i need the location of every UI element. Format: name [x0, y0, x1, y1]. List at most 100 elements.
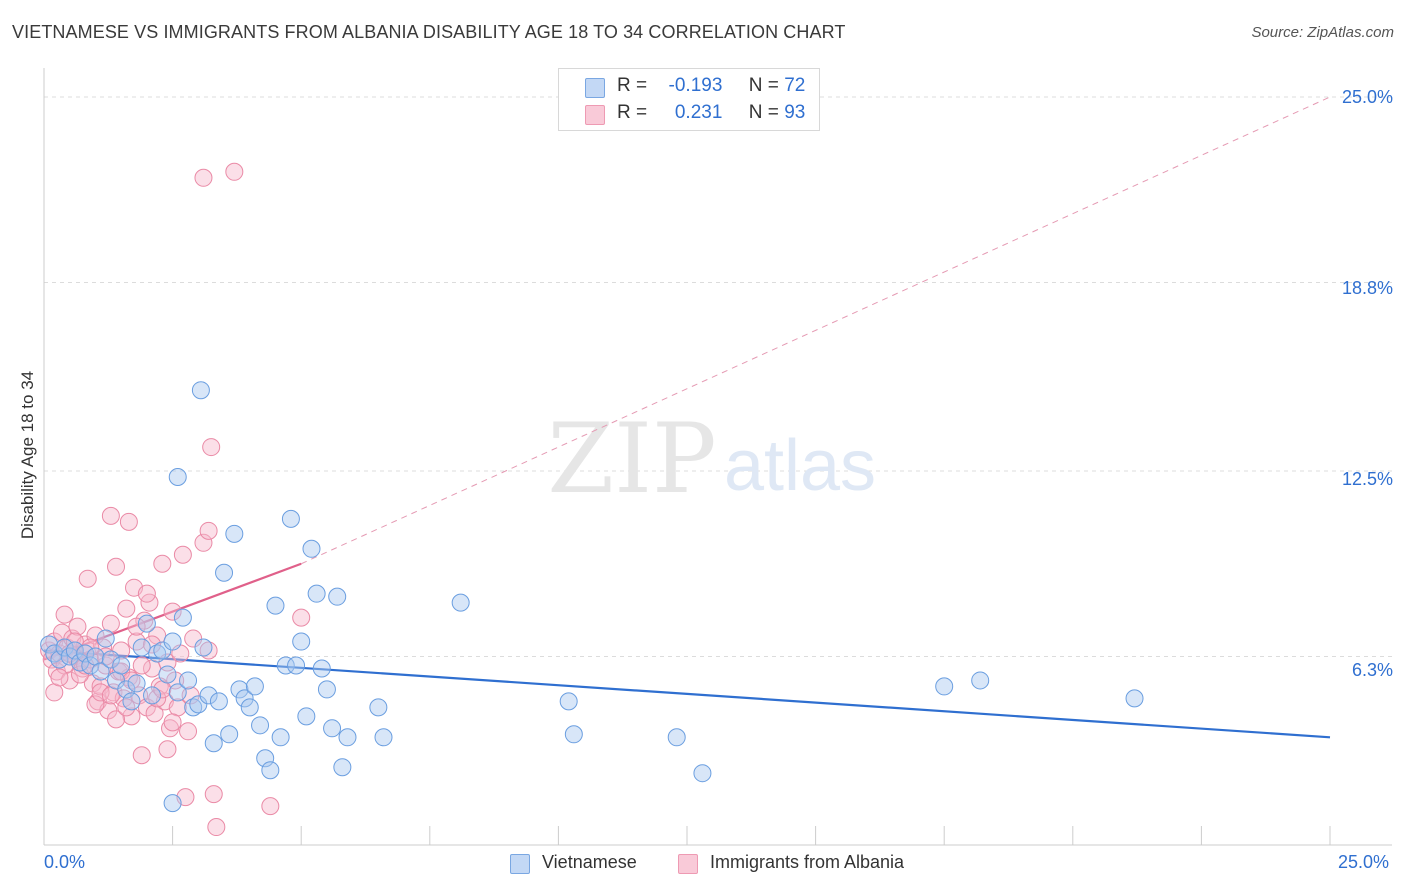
data-point-vietnamese-12 [101, 650, 120, 669]
legend-text-albania: R = 0.231 N = 93 [617, 102, 805, 124]
data-point-vietnamese-43 [261, 761, 280, 780]
data-point-vietnamese-60 [374, 728, 393, 747]
data-point-albania-79 [122, 671, 141, 690]
points-vietnamese [40, 381, 1144, 813]
data-point-vietnamese-20 [143, 686, 162, 705]
data-point-vietnamese-65 [693, 764, 712, 783]
data-point-vietnamese-22 [153, 641, 172, 660]
data-point-vietnamese-70 [168, 467, 187, 486]
legend: R = -0.193 N = 72 R = 0.231 N = 93 [558, 68, 820, 131]
data-point-albania-8 [60, 671, 79, 690]
watermark-atlas: atlas [724, 426, 876, 506]
legend-n-albania: 93 [784, 102, 806, 123]
data-point-albania-72 [86, 695, 105, 714]
y-tick-25: 25.0% [1341, 87, 1393, 107]
data-point-albania-78 [117, 698, 136, 717]
trend-lines [43, 96, 1331, 739]
data-point-vietnamese-63 [564, 725, 583, 744]
data-point-vietnamese-55 [323, 719, 342, 738]
data-point-vietnamese-32 [204, 734, 223, 753]
data-point-vietnamese-51 [302, 539, 321, 558]
data-point-vietnamese-30 [194, 638, 213, 657]
data-point-albania-75 [101, 686, 120, 705]
data-point-albania-92 [261, 797, 280, 816]
data-point-vietnamese-3 [55, 638, 74, 657]
data-point-vietnamese-52 [307, 584, 326, 603]
data-point-albania-48 [163, 602, 182, 621]
data-point-albania-64 [45, 683, 64, 702]
data-point-vietnamese-64 [667, 728, 686, 747]
data-point-vietnamese-1 [45, 644, 64, 663]
data-point-albania-32 [122, 707, 141, 726]
y-axis-label: Disability Age 18 to 34 [18, 370, 37, 540]
data-point-vietnamese-62 [559, 692, 578, 711]
data-point-vietnamese-36 [225, 524, 244, 543]
data-point-albania-71 [81, 638, 100, 657]
axes [43, 68, 1392, 846]
data-point-vietnamese-54 [317, 680, 336, 699]
data-point-vietnamese-7 [76, 644, 95, 663]
data-point-albania-54 [179, 722, 198, 741]
data-point-vietnamese-26 [173, 608, 192, 627]
data-point-albania-86 [158, 740, 177, 759]
data-point-albania-34 [127, 632, 146, 651]
data-point-vietnamese-28 [184, 698, 203, 717]
data-point-vietnamese-68 [1125, 689, 1144, 708]
data-point-vietnamese-2 [50, 650, 69, 669]
bottom-legend-swatch-albania [678, 854, 698, 874]
data-point-vietnamese-18 [132, 638, 151, 657]
data-point-vietnamese-47 [281, 509, 300, 528]
data-point-vietnamese-29 [189, 695, 208, 714]
data-point-albania-63 [225, 162, 244, 181]
data-point-vietnamese-15 [117, 680, 136, 699]
data-point-vietnamese-25 [168, 683, 187, 702]
data-point-vietnamese-0 [40, 635, 59, 654]
bottom-legend-swatch-vietnamese [510, 854, 530, 874]
data-point-vietnamese-31 [199, 686, 218, 705]
data-point-albania-28 [112, 641, 131, 660]
legend-swatch-albania [585, 105, 605, 125]
data-point-vietnamese-19 [137, 614, 156, 633]
chart-title: VIETNAMESE VS IMMIGRANTS FROM ALBANIA DI… [12, 22, 846, 42]
x-tick-max: 25.0% [1338, 852, 1390, 872]
data-point-vietnamese-44 [266, 596, 285, 615]
trend-line-albania [43, 562, 302, 661]
data-point-vietnamese-48 [287, 656, 306, 675]
data-point-vietnamese-8 [81, 656, 100, 675]
data-point-vietnamese-39 [240, 698, 259, 717]
legend-swatch-vietnamese [585, 78, 605, 98]
data-point-vietnamese-57 [333, 758, 352, 777]
data-point-vietnamese-61 [451, 593, 470, 612]
watermark: ZIP atlas [547, 403, 876, 515]
data-point-vietnamese-17 [127, 674, 146, 693]
data-point-albania-60 [204, 785, 223, 804]
bottom-legend-label-albania: Immigrants from Albania [710, 852, 905, 872]
legend-n-label: N = [748, 102, 779, 123]
data-point-albania-59 [202, 438, 221, 457]
data-point-albania-30 [117, 599, 136, 618]
y-tick-18-8: 18.8% [1341, 278, 1393, 298]
data-point-vietnamese-59 [369, 698, 388, 717]
data-point-albania-91 [199, 641, 218, 660]
data-point-albania-62 [194, 168, 213, 187]
data-point-albania-57 [194, 533, 213, 552]
trend-line-vietnamese [43, 649, 1331, 739]
data-point-albania-52 [173, 545, 192, 564]
data-point-albania-73 [91, 683, 110, 702]
bottom-legend-label-vietnamese: Vietnamese [542, 852, 637, 872]
data-point-vietnamese-4 [60, 647, 79, 666]
legend-r-label: R = [617, 102, 648, 123]
data-point-albania-81 [132, 656, 151, 675]
data-point-vietnamese-27 [179, 671, 198, 690]
data-point-albania-15 [78, 569, 97, 588]
data-point-vietnamese-24 [163, 632, 182, 651]
data-point-albania-76 [107, 710, 126, 729]
data-point-vietnamese-5 [65, 641, 84, 660]
data-point-vietnamese-71 [163, 794, 182, 813]
data-point-vietnamese-6 [71, 653, 90, 672]
data-point-albania-90 [292, 608, 311, 627]
data-point-albania-56 [184, 629, 203, 648]
data-point-vietnamese-67 [971, 671, 990, 690]
points-albania [40, 162, 311, 837]
